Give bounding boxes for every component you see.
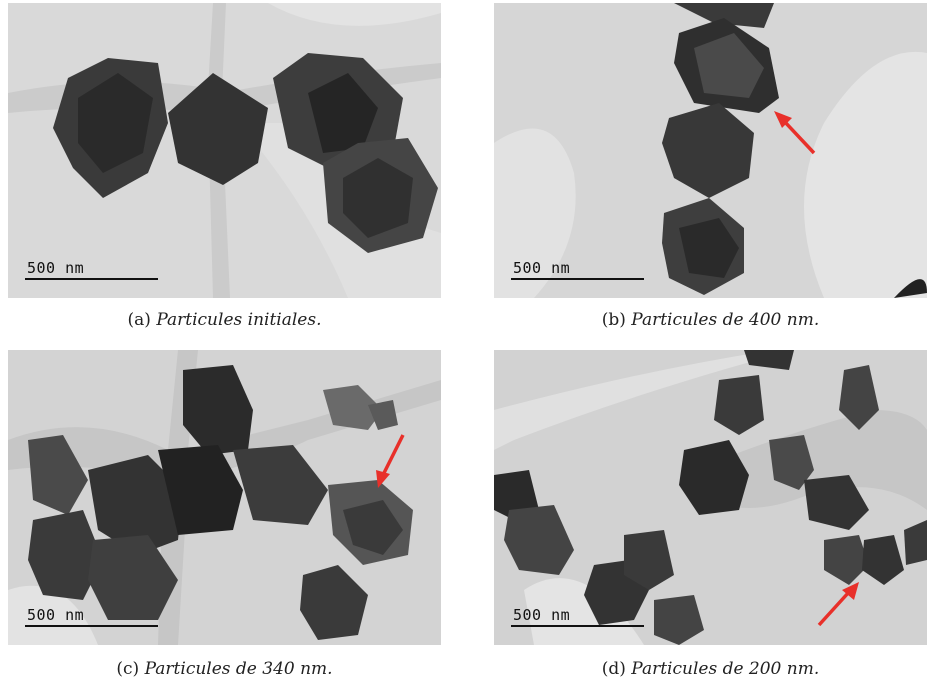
scale-bar-label: 500 nm bbox=[27, 259, 85, 277]
particle bbox=[494, 470, 539, 520]
arrow-indicator bbox=[381, 434, 405, 476]
caption-label: (b) bbox=[601, 310, 626, 330]
scale-bar-line bbox=[25, 278, 158, 280]
micrograph-c-image bbox=[8, 350, 441, 645]
scale-bar-line bbox=[25, 625, 158, 627]
micrograph-c: 500 nm bbox=[8, 350, 441, 645]
scale-bar-label: 500 nm bbox=[513, 259, 571, 277]
particle bbox=[662, 103, 754, 198]
particle bbox=[168, 73, 268, 185]
scale-bar: 500 nm bbox=[25, 607, 158, 627]
particle bbox=[300, 565, 368, 640]
particle bbox=[28, 435, 88, 515]
micrograph-d-image bbox=[494, 350, 927, 645]
scale-bar: 500 nm bbox=[511, 260, 644, 280]
scale-bar: 500 nm bbox=[511, 607, 644, 627]
micrograph-b-image bbox=[494, 3, 927, 298]
scale-bar-label: 500 nm bbox=[513, 606, 571, 624]
particle bbox=[323, 385, 383, 430]
caption-text: Particules de 340 nm. bbox=[144, 659, 333, 679]
particle bbox=[504, 505, 574, 575]
particle bbox=[839, 365, 879, 430]
particle bbox=[88, 535, 178, 620]
scale-bar: 500 nm bbox=[25, 260, 158, 280]
particle bbox=[769, 435, 814, 490]
particle bbox=[862, 535, 904, 585]
micrograph-b: 500 nm bbox=[494, 3, 927, 298]
scale-bar-line bbox=[511, 625, 644, 627]
particle bbox=[714, 375, 764, 435]
caption-text: Particules initiales. bbox=[156, 310, 322, 330]
particle bbox=[674, 3, 774, 28]
particle bbox=[624, 530, 674, 590]
caption-b: (b) Particules de 400 nm. bbox=[494, 310, 927, 330]
micrograph-d: 500 nm bbox=[494, 350, 927, 645]
support-film bbox=[494, 350, 794, 450]
particle bbox=[654, 595, 704, 645]
support-film bbox=[494, 128, 576, 298]
arrow-indicator bbox=[817, 590, 851, 627]
particle bbox=[28, 510, 103, 600]
micrograph-a-image bbox=[8, 3, 441, 298]
caption-label: (d) bbox=[601, 659, 626, 679]
micrograph-a: 500 nm bbox=[8, 3, 441, 298]
particle bbox=[804, 475, 869, 530]
scale-bar-line bbox=[511, 278, 644, 280]
particle bbox=[824, 535, 869, 585]
particle bbox=[183, 365, 253, 455]
caption-text: Particules de 200 nm. bbox=[631, 659, 820, 679]
caption-text: Particules de 400 nm. bbox=[631, 310, 820, 330]
caption-d: (d) Particules de 200 nm. bbox=[494, 659, 927, 679]
caption-label: (a) bbox=[127, 310, 151, 330]
caption-label: (c) bbox=[116, 659, 140, 679]
particle bbox=[158, 445, 243, 535]
caption-c: (c) Particules de 340 nm. bbox=[8, 659, 441, 679]
particle bbox=[233, 445, 328, 525]
caption-a: (a) Particules initiales. bbox=[8, 310, 441, 330]
particle bbox=[88, 455, 183, 555]
scale-bar-label: 500 nm bbox=[27, 606, 85, 624]
arrow-indicator bbox=[782, 119, 816, 155]
particle bbox=[679, 440, 749, 515]
